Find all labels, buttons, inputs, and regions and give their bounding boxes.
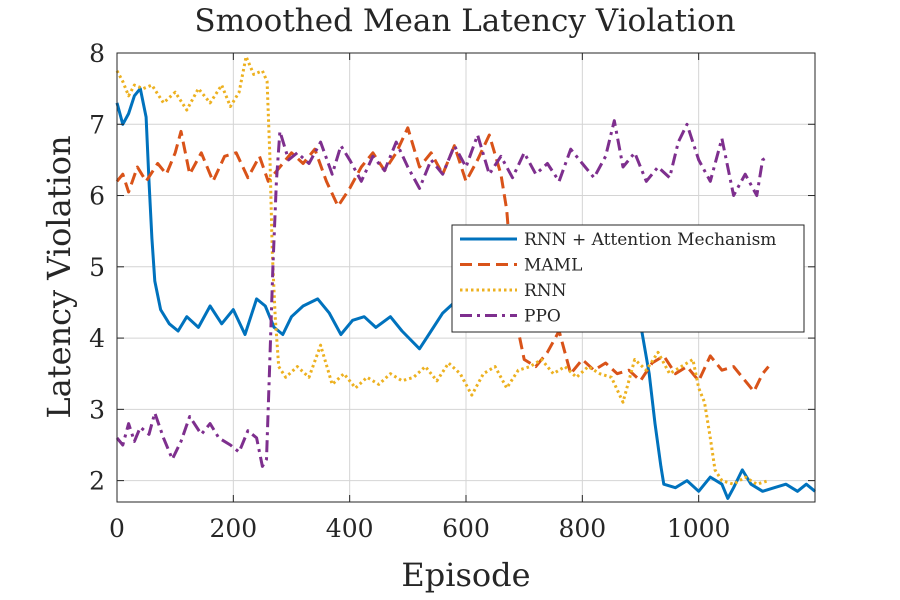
x-tick-label: 1000 (667, 514, 731, 543)
y-tick-label: 4 (89, 324, 105, 353)
x-ticks: 0 200 400 600 800 1000 (109, 53, 730, 543)
legend-label-4: PPO (524, 307, 561, 327)
y-ticks: 2 3 4 5 6 7 8 (89, 39, 815, 496)
x-tick-label: 400 (326, 514, 374, 543)
chart-title: Smoothed Mean Latency Violation (194, 3, 735, 39)
series-line-4 (115, 119, 770, 468)
y-tick-label: 7 (89, 110, 105, 139)
legend: RNN + Attention Mechanism MAML RNN PPO (451, 224, 805, 333)
y-tick-label: 2 (89, 467, 105, 496)
x-axis-label: Episode (401, 556, 530, 594)
legend-label-2: MAML (524, 256, 582, 276)
series-lines (115, 55, 816, 500)
y-axis-label: Latency Violation (40, 135, 78, 418)
y-tick-label: 5 (89, 253, 105, 282)
legend-label-1: RNN + Attention Mechanism (524, 230, 776, 250)
x-tick-label: 800 (558, 514, 606, 543)
y-tick-label: 6 (89, 182, 105, 211)
x-tick-label: 200 (209, 514, 257, 543)
y-tick-label: 3 (89, 395, 105, 424)
x-tick-label: 600 (442, 514, 490, 543)
series-line-1 (115, 87, 816, 500)
legend-label-3: RNN (524, 281, 567, 301)
x-tick-label: 0 (109, 514, 125, 543)
y-tick-label: 8 (89, 39, 105, 68)
